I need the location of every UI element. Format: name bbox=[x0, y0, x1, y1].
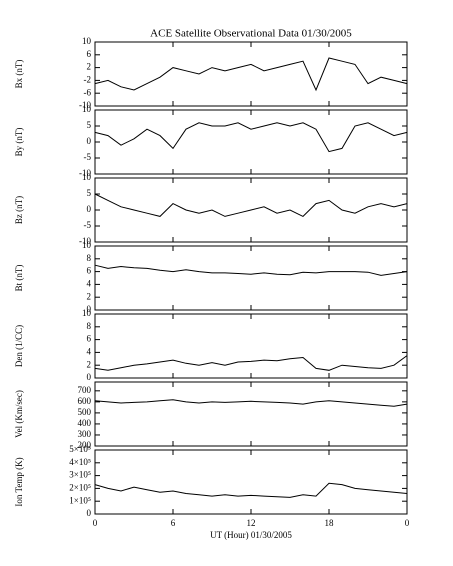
y-tick-label: 8 bbox=[87, 321, 92, 331]
x-tick-label: 12 bbox=[247, 518, 256, 528]
y-tick-label: 2 bbox=[87, 62, 92, 72]
data-line bbox=[94, 122, 408, 153]
y-tick-label: 5 bbox=[87, 120, 92, 130]
chart-title: ACE Satellite Observational Data 01/30/2… bbox=[150, 28, 352, 40]
y-tick-label: -10 bbox=[79, 100, 91, 110]
x-tick-label: 0 bbox=[405, 518, 410, 528]
panel-frame bbox=[94, 245, 408, 311]
data-line bbox=[94, 482, 408, 498]
panel-frame bbox=[94, 381, 408, 447]
y-tick-label: 1×10⁵ bbox=[69, 495, 91, 505]
x-tick-label: 18 bbox=[325, 518, 335, 528]
data-line bbox=[94, 355, 408, 371]
y-tick-label: 2 bbox=[87, 291, 92, 301]
y-axis-label: Ion Temp (K) bbox=[14, 457, 24, 506]
y-tick-label: 0 bbox=[87, 136, 92, 146]
panel-frame bbox=[94, 313, 408, 379]
y-tick-label: 600 bbox=[78, 396, 92, 406]
y-tick-label: 10 bbox=[82, 104, 92, 114]
y-tick-label: -10 bbox=[79, 236, 91, 246]
y-axis-label: Den (1/CC) bbox=[14, 325, 24, 367]
y-tick-label: 4 bbox=[87, 278, 92, 288]
y-tick-label: 6 bbox=[87, 49, 92, 59]
y-tick-label: 8 bbox=[87, 253, 92, 263]
y-axis-label: Bt (nT) bbox=[14, 265, 24, 292]
y-tick-label: 300 bbox=[78, 429, 92, 439]
x-tick-label: 0 bbox=[93, 518, 98, 528]
y-tick-label: 10 bbox=[82, 172, 92, 182]
y-tick-label: 400 bbox=[78, 418, 92, 428]
data-line bbox=[94, 264, 408, 276]
data-line bbox=[94, 193, 408, 218]
y-axis-label: By (nT) bbox=[14, 128, 24, 157]
y-tick-label: 4 bbox=[87, 346, 92, 356]
y-tick-label: 6 bbox=[87, 334, 92, 344]
y-axis-label: Bz (nT) bbox=[14, 196, 24, 224]
y-tick-label: 3×10⁵ bbox=[69, 470, 91, 480]
data-line bbox=[94, 57, 408, 92]
y-tick-label: 200 bbox=[78, 440, 92, 450]
panel-frame bbox=[94, 109, 408, 175]
y-axis-label: Bx (nT) bbox=[14, 60, 24, 89]
y-tick-label: 5 bbox=[87, 188, 92, 198]
y-tick-label: 0 bbox=[87, 508, 92, 518]
y-tick-label: -2 bbox=[84, 74, 92, 84]
panel-frame bbox=[94, 41, 408, 107]
y-tick-label: 10 bbox=[82, 36, 92, 46]
data-line bbox=[94, 399, 408, 407]
y-tick-label: 10 bbox=[82, 308, 92, 318]
y-tick-label: 2 bbox=[87, 359, 92, 369]
y-tick-label: 0 bbox=[87, 304, 92, 314]
y-tick-label: 2×10⁵ bbox=[69, 482, 91, 492]
y-tick-label: -5 bbox=[84, 152, 92, 162]
x-tick-label: 6 bbox=[171, 518, 176, 528]
y-tick-label: -10 bbox=[79, 168, 91, 178]
y-tick-label: 0 bbox=[87, 372, 92, 382]
y-tick-label: 700 bbox=[78, 385, 92, 395]
y-tick-label: 500 bbox=[78, 407, 92, 417]
y-tick-label: -6 bbox=[84, 87, 92, 97]
y-tick-label: 5×10⁵ bbox=[69, 444, 91, 454]
y-tick-label: 6 bbox=[87, 266, 92, 276]
panel-frame bbox=[94, 449, 408, 515]
y-tick-label: 4×10⁵ bbox=[69, 457, 91, 467]
y-axis-label: Vel (Km/sec) bbox=[14, 390, 24, 438]
y-tick-label: 10 bbox=[82, 240, 92, 250]
x-axis-label: UT (Hour) 01/30/2005 bbox=[210, 530, 292, 540]
y-tick-label: 0 bbox=[87, 204, 92, 214]
y-tick-label: -5 bbox=[84, 220, 92, 230]
